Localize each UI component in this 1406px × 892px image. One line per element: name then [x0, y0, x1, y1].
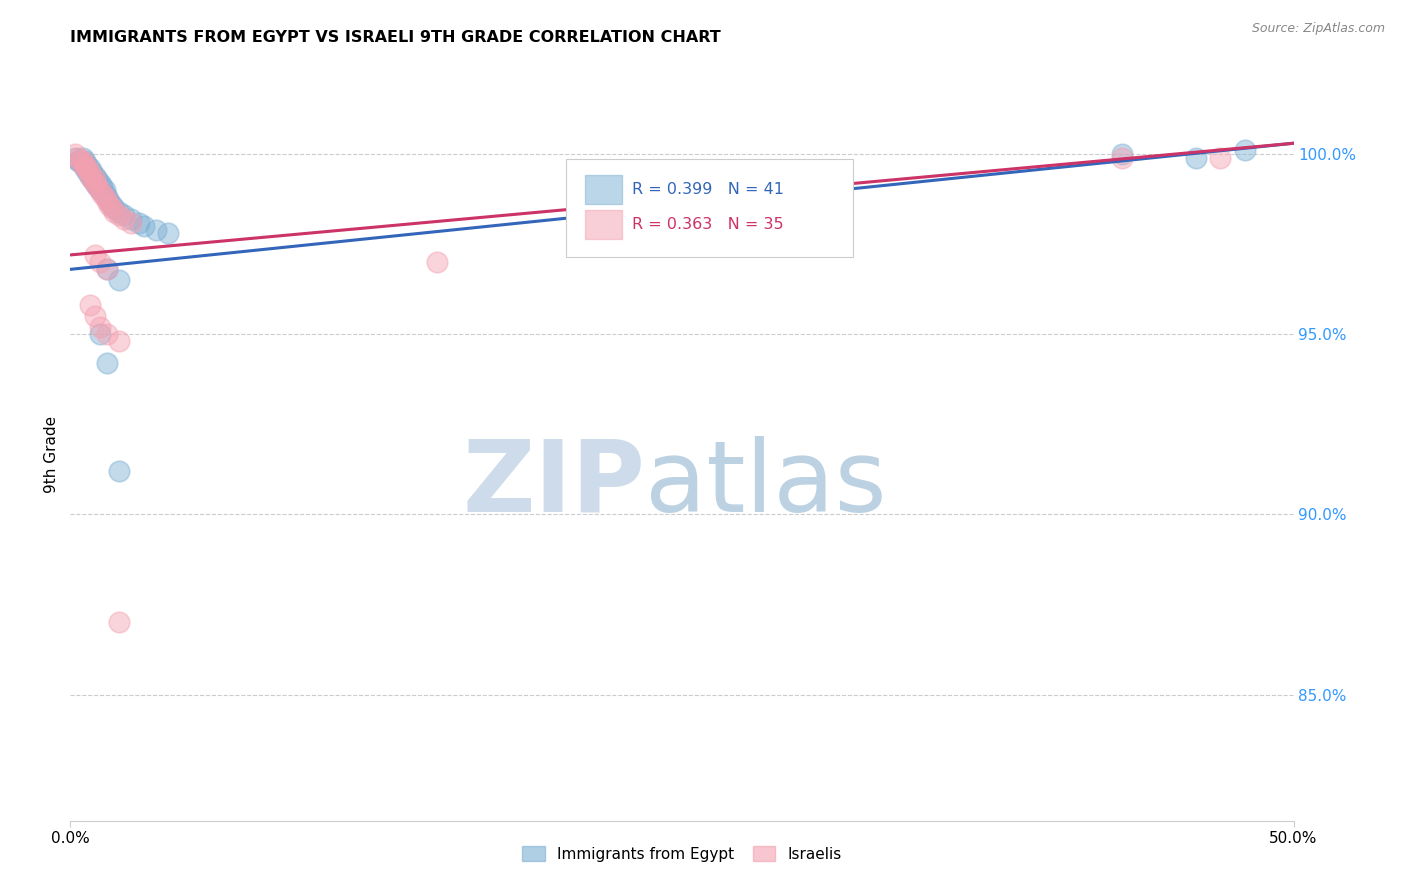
Point — [128, 215, 150, 229]
Point — [103, 201, 125, 215]
Point — [121, 211, 143, 226]
Text: ZIP: ZIP — [463, 435, 645, 533]
Point — [89, 183, 111, 197]
Point — [96, 194, 118, 208]
Point — [63, 147, 86, 161]
Point — [108, 615, 131, 630]
Point — [157, 227, 180, 241]
Point — [96, 190, 118, 204]
Point — [1233, 144, 1256, 158]
Point — [86, 179, 108, 194]
FancyBboxPatch shape — [565, 159, 853, 258]
Text: atlas: atlas — [645, 435, 887, 533]
Point — [76, 165, 98, 179]
Text: R = 0.399   N = 41: R = 0.399 N = 41 — [631, 182, 783, 197]
Point — [83, 309, 105, 323]
Point — [112, 211, 135, 226]
Point — [82, 172, 104, 186]
Point — [82, 172, 104, 186]
Point — [1184, 151, 1206, 165]
Point — [79, 161, 101, 176]
Point — [72, 158, 94, 172]
Point — [121, 215, 143, 229]
Point — [91, 179, 114, 194]
Point — [86, 172, 108, 186]
Point — [93, 186, 115, 201]
Point — [96, 262, 118, 277]
Point — [108, 273, 131, 287]
Point — [89, 320, 111, 334]
Point — [96, 356, 118, 370]
Point — [101, 197, 124, 211]
Point — [83, 172, 105, 186]
Point — [83, 176, 105, 190]
Point — [426, 255, 449, 269]
Point — [96, 262, 118, 277]
Point — [83, 248, 105, 262]
Point — [73, 154, 96, 169]
Point — [96, 327, 118, 342]
Point — [72, 154, 94, 169]
Point — [101, 201, 124, 215]
Point — [79, 298, 101, 312]
Point — [83, 169, 105, 183]
Point — [66, 151, 89, 165]
Point — [79, 169, 101, 183]
Point — [76, 161, 98, 176]
Point — [108, 204, 131, 219]
Point — [1111, 151, 1133, 165]
Point — [93, 183, 115, 197]
Y-axis label: 9th Grade: 9th Grade — [44, 417, 59, 493]
Point — [91, 186, 114, 201]
Point — [66, 154, 89, 169]
Point — [72, 151, 94, 165]
Point — [73, 161, 96, 176]
Point — [82, 165, 104, 179]
Point — [89, 183, 111, 197]
Point — [112, 208, 135, 222]
Point — [69, 154, 91, 169]
FancyBboxPatch shape — [585, 210, 621, 239]
Point — [145, 223, 167, 237]
Point — [73, 158, 96, 172]
Point — [108, 464, 131, 478]
Text: Source: ZipAtlas.com: Source: ZipAtlas.com — [1251, 22, 1385, 36]
Point — [1209, 151, 1232, 165]
Point — [98, 194, 121, 208]
Point — [108, 334, 131, 349]
Point — [89, 327, 111, 342]
Point — [98, 197, 121, 211]
Point — [63, 151, 86, 165]
FancyBboxPatch shape — [585, 175, 621, 204]
Point — [1111, 147, 1133, 161]
Point — [79, 165, 101, 179]
Point — [86, 179, 108, 194]
Text: IMMIGRANTS FROM EGYPT VS ISRAELI 9TH GRADE CORRELATION CHART: IMMIGRANTS FROM EGYPT VS ISRAELI 9TH GRA… — [70, 30, 721, 45]
Point — [108, 208, 131, 222]
Point — [79, 169, 101, 183]
Text: R = 0.363   N = 35: R = 0.363 N = 35 — [631, 217, 783, 232]
Point — [73, 161, 96, 176]
Point — [76, 158, 98, 172]
Point — [89, 176, 111, 190]
Point — [89, 255, 111, 269]
Point — [103, 204, 125, 219]
Legend: Immigrants from Egypt, Israelis: Immigrants from Egypt, Israelis — [516, 839, 848, 868]
Point — [132, 219, 155, 233]
Point — [69, 154, 91, 169]
Point — [93, 190, 115, 204]
Point — [83, 176, 105, 190]
